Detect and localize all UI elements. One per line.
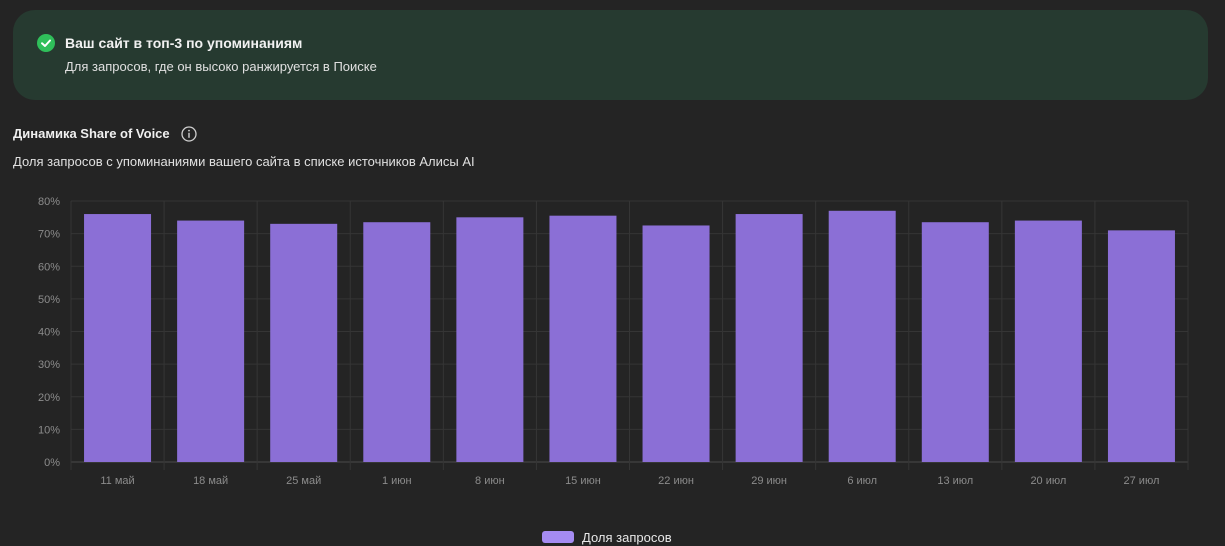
banner-title: Ваш сайт в топ-3 по упоминаниям	[65, 35, 303, 51]
bar	[270, 223, 338, 462]
y-tick-label: 30%	[38, 359, 60, 371]
x-tick-label: 18 май	[193, 475, 228, 487]
bar	[363, 222, 431, 462]
y-tick-label: 50%	[38, 294, 60, 306]
x-tick-label: 29 июн	[751, 475, 787, 487]
bar	[84, 214, 152, 462]
check-circle-icon	[37, 34, 55, 52]
bar	[642, 225, 710, 462]
y-tick-label: 0%	[44, 457, 60, 469]
bar	[1014, 220, 1082, 462]
bar	[921, 222, 989, 462]
x-tick-label: 1 июн	[382, 475, 412, 487]
x-tick-label: 6 июл	[847, 475, 877, 487]
x-tick-label: 27 июл	[1124, 475, 1160, 487]
y-tick-label: 70%	[38, 229, 60, 241]
bar	[549, 215, 617, 462]
x-tick-label: 11 май	[100, 475, 134, 487]
bar	[828, 210, 896, 462]
x-tick-label: 15 июн	[565, 475, 601, 487]
x-tick-label: 13 июл	[937, 475, 973, 487]
x-tick-label: 25 май	[286, 475, 321, 487]
y-tick-label: 10%	[38, 424, 60, 436]
chart-title: Динамика Share of Voice	[13, 126, 170, 141]
bar	[456, 217, 524, 462]
bar	[1107, 230, 1175, 462]
y-tick-label: 20%	[38, 392, 60, 404]
x-tick-label: 8 июн	[475, 475, 505, 487]
legend-swatch	[542, 531, 574, 543]
legend-label: Доля запросов	[582, 529, 672, 545]
banner-subtitle: Для запросов, где он высоко ранжируется …	[65, 59, 377, 74]
y-tick-label: 60%	[38, 261, 60, 273]
chart-legend[interactable]: Доля запросов	[542, 528, 672, 546]
bar	[735, 214, 803, 462]
bar	[177, 220, 245, 462]
x-tick-label: 22 июн	[658, 475, 694, 487]
y-tick-label: 40%	[38, 327, 60, 339]
top3-banner: Ваш сайт в топ-3 по упоминаниям Для запр…	[13, 10, 1208, 100]
chart-subtitle: Доля запросов с упоминаниями вашего сайт…	[13, 154, 475, 169]
x-tick-label: 20 июл	[1030, 475, 1066, 487]
y-tick-label: 80%	[38, 196, 60, 208]
info-icon[interactable]	[181, 126, 197, 142]
